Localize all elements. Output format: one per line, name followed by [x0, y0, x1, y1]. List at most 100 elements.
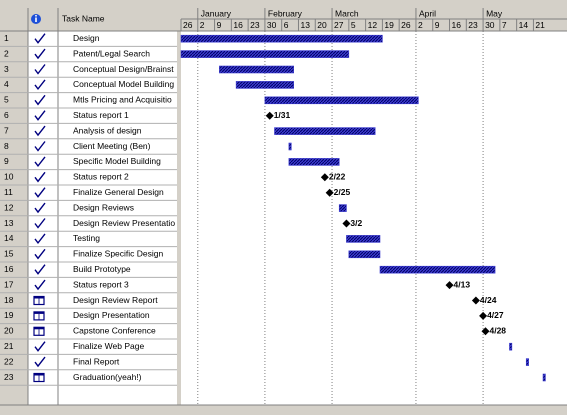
task-bar — [509, 342, 513, 351]
milestone — [265, 111, 274, 120]
task-name: Finalize Specific Design — [73, 249, 164, 259]
row-number: 19 — [4, 310, 14, 320]
scrollbar[interactable] — [0, 405, 567, 415]
task-name: Build Prototype — [73, 264, 131, 274]
week-label: 27 — [334, 20, 344, 30]
calendar-icon-top — [34, 373, 44, 376]
complete-check — [34, 202, 46, 214]
calendar-icon-top — [34, 327, 44, 330]
week-label: 21 — [535, 20, 545, 30]
complete-check — [34, 156, 46, 168]
toolbar-strip — [0, 0, 567, 8]
month-label: May — [486, 8, 503, 18]
row-number-column — [0, 31, 28, 405]
week-label: 6 — [284, 20, 289, 30]
row-number: 4 — [4, 79, 9, 89]
task-bar — [525, 358, 529, 366]
week-label: 5 — [351, 20, 356, 30]
task-bar — [235, 81, 294, 89]
complete-check — [34, 187, 46, 198]
complete-check — [34, 141, 46, 152]
task-name: Patent/Legal Search — [73, 48, 150, 58]
milestone-label: 1/31 — [274, 110, 291, 120]
task-name: Status report 3 — [73, 279, 129, 289]
complete-check — [34, 110, 46, 121]
task-bar — [274, 127, 376, 135]
row-number: 10 — [4, 172, 14, 182]
month-label: January — [201, 8, 232, 18]
complete-check — [34, 248, 46, 260]
complete-check — [34, 48, 46, 60]
month-label: February — [268, 8, 303, 18]
week-label: 9 — [435, 20, 440, 30]
task-name: Status report 1 — [73, 110, 129, 120]
row-number: 6 — [4, 110, 9, 120]
task-bar — [348, 250, 381, 259]
task-name: Final Report — [73, 356, 120, 366]
milestone-label: 4/27 — [487, 310, 504, 320]
row-number: 5 — [4, 95, 9, 105]
task-name: Graduation(yeah!) — [73, 372, 142, 382]
week-label: 19 — [384, 20, 394, 30]
complete-check — [34, 64, 46, 75]
row-number: 17 — [4, 279, 14, 289]
info-icon-dot — [35, 15, 37, 17]
task-name: Specific Model Building — [73, 156, 161, 166]
task-bar — [338, 204, 347, 212]
week-label: 2 — [200, 20, 205, 30]
row-number: 18 — [4, 295, 14, 305]
milestone — [445, 281, 454, 290]
task-bar — [346, 235, 381, 243]
row-number: 15 — [4, 249, 14, 259]
task-name: Design Review Report — [73, 295, 158, 305]
week-label: 20 — [317, 20, 327, 30]
task-name: Finalize Web Page — [73, 341, 144, 351]
week-label: 12 — [368, 20, 378, 30]
row-number: 7 — [4, 125, 9, 135]
week-label: 23 — [250, 20, 260, 30]
milestone-label: 2/25 — [334, 187, 351, 197]
task-bar — [180, 34, 383, 43]
complete-check — [34, 171, 46, 183]
task-name: Analysis of design — [73, 125, 142, 135]
task-name: Conceptual Model Building — [73, 79, 174, 89]
complete-check — [34, 218, 46, 229]
complete-check — [34, 125, 46, 137]
milestone-label: 3/2 — [350, 218, 362, 228]
task-name: Testing — [73, 233, 100, 243]
week-label: 7 — [502, 20, 507, 30]
row-number: 16 — [4, 264, 14, 274]
row-number: 23 — [4, 372, 14, 382]
task-bar — [264, 96, 419, 105]
week-label: 2 — [418, 20, 423, 30]
milestone — [479, 311, 488, 320]
task-name: Design Reviews — [73, 202, 134, 212]
task-bar — [288, 142, 292, 151]
info-icon-stem — [35, 17, 37, 22]
task-bar — [288, 158, 340, 166]
week-label: 23 — [468, 20, 478, 30]
row-number: 2 — [4, 48, 9, 58]
milestone-label: 2/22 — [329, 172, 346, 182]
row-number: 20 — [4, 326, 14, 336]
milestone — [481, 327, 490, 336]
splitter — [177, 8, 181, 405]
week-label: 16 — [452, 20, 462, 30]
task-name: Capstone Conference — [73, 326, 156, 336]
row-number: 8 — [4, 141, 9, 151]
milestone — [325, 188, 334, 197]
task-bar — [542, 373, 546, 382]
complete-check — [34, 264, 46, 275]
task-name-header: Task Name — [62, 13, 105, 23]
task-name: Design Presentation — [73, 310, 150, 320]
complete-check — [34, 233, 46, 245]
task-name: Client Meeting (Ben) — [73, 141, 151, 151]
milestone — [342, 219, 351, 228]
complete-check — [34, 341, 46, 352]
task-name: Design — [73, 33, 100, 43]
milestone — [320, 173, 329, 182]
complete-check — [34, 279, 46, 291]
week-label: 16 — [233, 20, 243, 30]
